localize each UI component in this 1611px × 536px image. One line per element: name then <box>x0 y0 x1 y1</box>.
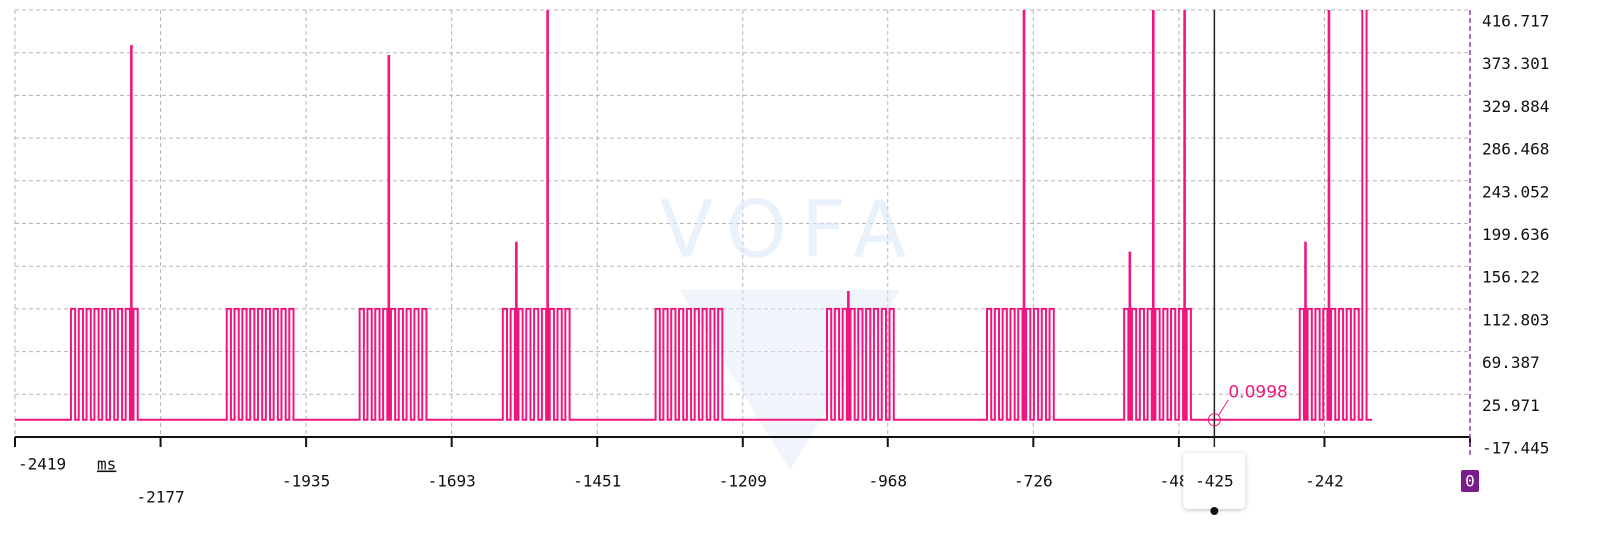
y-tick-label: 199.636 <box>1482 225 1549 244</box>
x-tick-label: -1935 <box>282 472 330 491</box>
x-tick-label: -242 <box>1305 472 1344 491</box>
signal-line <box>15 10 1372 421</box>
y-tick-label: 25.971 <box>1482 396 1540 415</box>
x-tick-label: 0 <box>1465 472 1475 491</box>
y-tick-label: 286.468 <box>1482 140 1549 159</box>
y-tick-label: 69.387 <box>1482 353 1540 372</box>
y-tick-label: 243.052 <box>1482 182 1549 201</box>
axes: -17.445 25.971 69.387 112.803 156.22 199.636 2… <box>14 10 1549 515</box>
cursor-point <box>1207 413 1221 427</box>
y-tick-label: 416.717 <box>1482 12 1549 31</box>
x-tick-label: -968 <box>868 472 907 491</box>
x-tick-badge <box>1461 470 1479 492</box>
cursor-value-label: 0.0998 <box>1228 383 1287 403</box>
cursor-x-label: -425 <box>1195 472 1234 491</box>
x-tick-label: -1451 <box>573 472 621 491</box>
watermark: VOFA <box>660 185 920 275</box>
x-tick-label: -726 <box>1014 472 1053 491</box>
grid <box>14 9 1470 438</box>
plot-area <box>15 10 1372 421</box>
x-tick-label: -1693 <box>428 472 476 491</box>
x-tick-label: -2177 <box>136 488 184 507</box>
cursor-leader <box>1217 399 1229 417</box>
x-axis-label: ms <box>97 455 116 474</box>
x-tick-label: -2419 <box>18 455 66 474</box>
cursor-handle <box>1210 507 1219 515</box>
watermark-shape <box>680 290 900 470</box>
y-tick-label: 112.803 <box>1482 310 1549 329</box>
x-tick-label: -1209 <box>719 472 767 491</box>
y-tick-label: 329.884 <box>1482 97 1549 116</box>
cursor-box <box>1183 453 1246 509</box>
y-tick-label: -17.445 <box>1482 439 1549 458</box>
y-tick-label: 156.22 <box>1482 268 1540 287</box>
y-tick-label: 373.301 <box>1482 54 1549 73</box>
